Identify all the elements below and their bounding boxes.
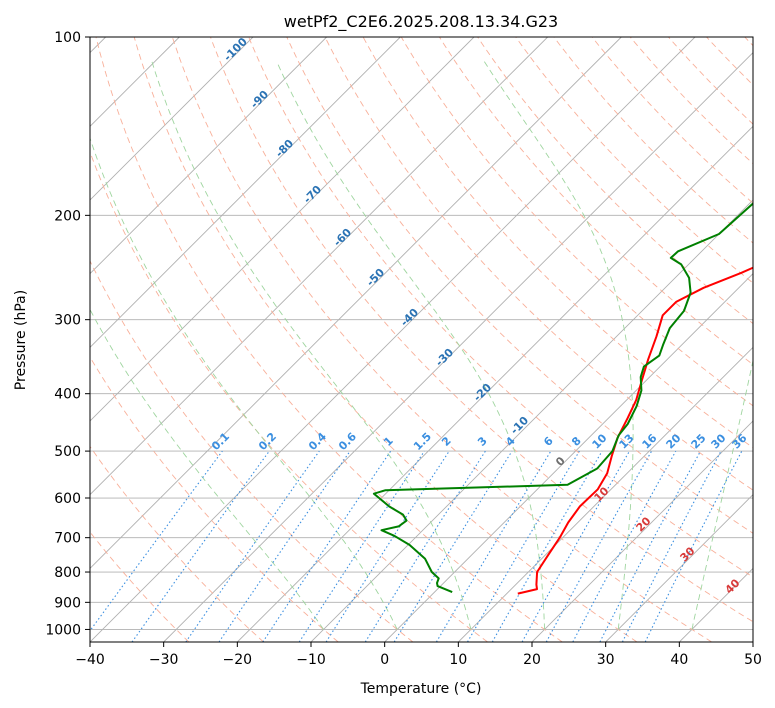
x-tick-label: −20	[223, 652, 253, 668]
dry-adiabat	[133, 37, 638, 642]
dry-adiabat	[248, 37, 753, 578]
y-tick-label: 700	[54, 531, 81, 547]
isotherm-line	[90, 37, 622, 569]
mixing-ratio-line	[325, 450, 450, 642]
dry-adiabat	[95, 37, 563, 642]
isotherm-line	[458, 346, 753, 642]
isotherm-line	[90, 37, 401, 348]
y-tick-label: 800	[54, 565, 81, 581]
plot-frame	[89, 36, 754, 643]
mixing-ratio-line	[467, 450, 580, 642]
y-tick-label: 1000	[45, 622, 81, 638]
dry-adiabat	[591, 37, 753, 204]
mixing-ratio-line	[393, 450, 513, 642]
y-axis: 100 200 300 400 500 600 700 800 900 1000	[45, 30, 90, 638]
dry-adiabat	[324, 37, 753, 491]
mixing-ratio-line	[90, 450, 223, 632]
y-tick-label: 200	[54, 208, 81, 224]
x-tick-label: 20	[523, 652, 541, 668]
y-tick-label: 100	[54, 30, 81, 46]
isotherm-line	[384, 273, 753, 642]
x-tick-label: −10	[296, 652, 326, 668]
isotherm-line	[90, 37, 696, 642]
moist-adiabat	[483, 61, 634, 630]
y-tick-label: 300	[54, 313, 81, 329]
x-axis-title: Temperature (°C)	[360, 681, 482, 697]
x-tick-label: 0	[380, 652, 389, 668]
mixing-ratio-line	[131, 450, 270, 642]
isotherm-line	[531, 420, 753, 642]
dry-adiabats	[90, 37, 753, 642]
y-tick-label: 500	[54, 444, 81, 460]
moist-adiabat	[151, 61, 472, 630]
x-tick-label: 10	[449, 652, 467, 668]
dry-adiabat	[477, 37, 753, 325]
dry-adiabat	[210, 37, 753, 623]
isotherm-line	[90, 37, 254, 201]
dry-adiabat	[400, 37, 753, 407]
mixing-ratio-line	[572, 450, 677, 642]
dewpoint-line	[372, 202, 753, 594]
mixing-ratio-line	[491, 450, 603, 642]
x-tick-label: −30	[149, 652, 179, 668]
moist-adiabat	[90, 136, 398, 630]
y-tick-label: 400	[54, 387, 81, 403]
moist-adiabat	[276, 61, 546, 630]
mixing-ratio-line	[521, 450, 630, 642]
x-tick-label: 40	[670, 652, 688, 668]
dry-adiabat	[629, 37, 753, 165]
mixing-ratio-lines	[90, 450, 743, 642]
moist-adiabat	[90, 308, 324, 630]
x-tick-label: 50	[744, 652, 762, 668]
isobar-lines	[90, 37, 753, 630]
dry-adiabat	[90, 445, 264, 642]
chart-title: wetPf2_C2E6.2025.208.13.34.G23	[284, 12, 558, 32]
isotherm-line	[90, 37, 475, 422]
x-tick-label: −40	[75, 652, 105, 668]
mixing-ratio-line	[435, 450, 552, 642]
isotherm-line	[605, 494, 753, 642]
mixing-ratio-line	[364, 450, 486, 642]
mixing-ratio-line	[185, 450, 320, 642]
mixing-ratio-line	[218, 450, 351, 642]
y-tick-label: 600	[54, 491, 81, 507]
isotherm-line	[90, 37, 327, 275]
dry-adiabat	[362, 37, 753, 449]
isotherm-line	[237, 125, 753, 642]
x-tick-label: 30	[597, 652, 615, 668]
isotherm-lines	[90, 37, 753, 642]
moist-adiabat	[691, 358, 753, 630]
y-tick-label: 900	[54, 595, 81, 611]
x-axis: −40 −30 −20 −10 0 10 20 30 40 50	[75, 642, 762, 668]
isotherm-line	[163, 52, 753, 642]
temperature-line	[517, 266, 753, 595]
profile-series	[372, 202, 753, 595]
mixing-ratio-line	[545, 450, 653, 642]
y-axis-title: Pressure (hPa)	[13, 290, 29, 390]
dry-adiabat	[171, 37, 712, 642]
dry-adiabat	[515, 37, 753, 284]
dry-adiabat	[90, 259, 414, 642]
moist-adiabats	[90, 61, 753, 630]
isotherm-line	[90, 37, 548, 496]
